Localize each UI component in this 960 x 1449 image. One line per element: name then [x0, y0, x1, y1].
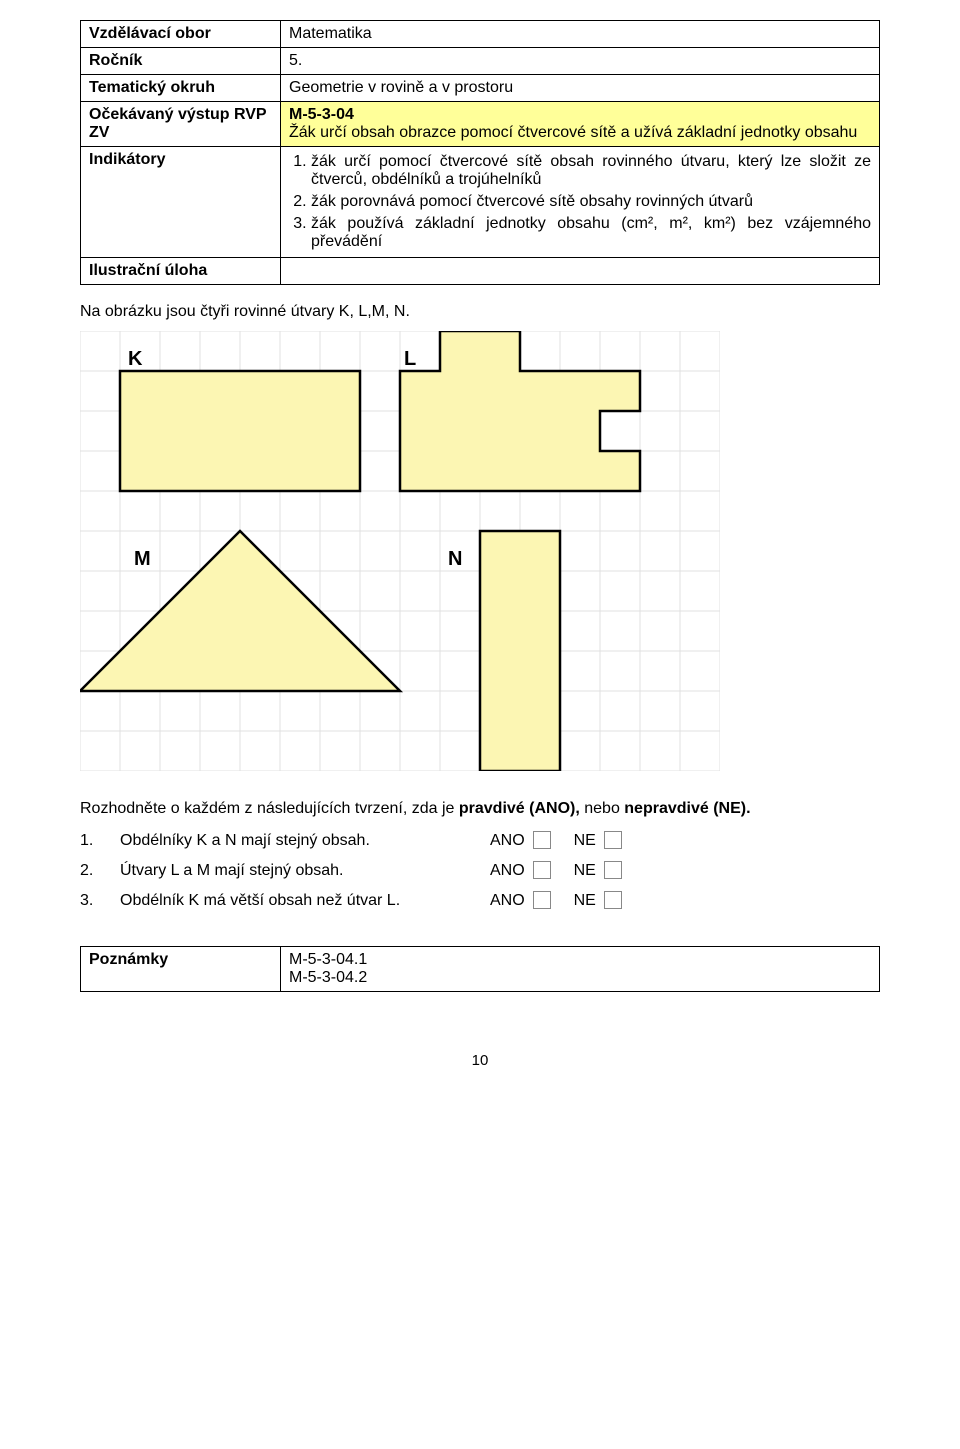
value-poznamky: M-5-3-04.1 M-5-3-04.2 [281, 947, 880, 992]
question-number: 3. [80, 892, 120, 910]
checkbox-ne[interactable] [604, 861, 622, 879]
shape-n [480, 531, 560, 771]
table-row: Ročník 5. [81, 48, 880, 75]
shape-label-k: K [128, 348, 143, 370]
shape-label-l: L [404, 348, 416, 370]
q-intro-2: nebo [580, 800, 624, 817]
shape-l [400, 331, 640, 491]
shapes-svg: K L M N [80, 331, 720, 771]
value-vzdelavaci-obor: Matematika [281, 21, 880, 48]
vystup-text: Žák určí obsah obrazce pomocí čtvercové … [289, 124, 857, 141]
shape-label-m: M [134, 548, 151, 570]
shape-k [120, 371, 360, 491]
checkbox-ano[interactable] [533, 861, 551, 879]
answer-label-ano: ANO [490, 832, 525, 850]
question-number: 1. [80, 832, 120, 850]
question-text: Útvary L a M mají stejný obsah. [120, 862, 490, 880]
question-intro: Rozhodněte o každém z následujících tvrz… [80, 800, 880, 818]
vystup-code: M-5-3-04 [289, 106, 354, 123]
answer-group: ANO NE [490, 862, 624, 880]
value-ilustracni-uloha [281, 258, 880, 285]
shapes-diagram: K L M N [80, 331, 880, 776]
question-text: Obdélníky K a N mají stejný obsah. [120, 832, 490, 850]
question-row: 2. Útvary L a M mají stejný obsah. ANO N… [80, 862, 880, 880]
label-ocekavany-vystup: Očekávaný výstup RVP ZV [81, 102, 281, 147]
indicator-item: žák používá základní jednotky obsahu (cm… [311, 213, 871, 253]
answer-label-ne: NE [574, 892, 596, 910]
question-row: 1. Obdélníky K a N mají stejný obsah. AN… [80, 832, 880, 850]
intro-text: Na obrázku jsou čtyři rovinné útvary K, … [80, 303, 880, 321]
answer-label-ano: ANO [490, 892, 525, 910]
answer-group: ANO NE [490, 892, 624, 910]
page: Vzdělávací obor Matematika Ročník 5. Tem… [0, 0, 960, 1109]
label-tematicky-okruh: Tematický okruh [81, 75, 281, 102]
checkbox-ne[interactable] [604, 831, 622, 849]
note-1: M-5-3-04.1 [289, 951, 367, 968]
q-intro-bold1: pravdivé (ANO), [459, 800, 580, 817]
value-indikatory: žák určí pomocí čtvercové sítě obsah rov… [281, 147, 880, 258]
answer-label-ano: ANO [490, 862, 525, 880]
question-block: Rozhodněte o každém z následujících tvrz… [80, 800, 880, 910]
footer-table: Poznámky M-5-3-04.1 M-5-3-04.2 [80, 946, 880, 992]
question-number: 2. [80, 862, 120, 880]
table-row: Indikátory žák určí pomocí čtvercové sít… [81, 147, 880, 258]
table-row: Poznámky M-5-3-04.1 M-5-3-04.2 [81, 947, 880, 992]
checkbox-ne[interactable] [604, 891, 622, 909]
table-row: Očekávaný výstup RVP ZV M-5-3-04 Žák urč… [81, 102, 880, 147]
indicator-list: žák určí pomocí čtvercové sítě obsah rov… [289, 151, 871, 253]
question-row: 3. Obdélník K má větší obsah než útvar L… [80, 892, 880, 910]
indicator-item: žák určí pomocí čtvercové sítě obsah rov… [311, 151, 871, 191]
checkbox-ano[interactable] [533, 891, 551, 909]
value-tematicky-okruh: Geometrie v rovině a v prostoru [281, 75, 880, 102]
table-row: Ilustrační úloha [81, 258, 880, 285]
value-ocekavany-vystup: M-5-3-04 Žák určí obsah obrazce pomocí č… [281, 102, 880, 147]
page-number: 10 [80, 1052, 880, 1069]
label-vzdelavaci-obor: Vzdělávací obor [81, 21, 281, 48]
indicator-item: žák porovnává pomocí čtvercové sítě obsa… [311, 191, 871, 213]
q-intro-bold2: nepravdivé (NE). [624, 800, 750, 817]
shape-label-n: N [448, 548, 462, 570]
q-intro-1: Rozhodněte o každém z následujících tvrz… [80, 800, 459, 817]
table-row: Vzdělávací obor Matematika [81, 21, 880, 48]
label-indikatory: Indikátory [81, 147, 281, 258]
label-ilustracni-uloha: Ilustrační úloha [81, 258, 281, 285]
label-poznamky: Poznámky [81, 947, 281, 992]
checkbox-ano[interactable] [533, 831, 551, 849]
question-text: Obdélník K má větší obsah než útvar L. [120, 892, 490, 910]
value-rocnik: 5. [281, 48, 880, 75]
answer-label-ne: NE [574, 862, 596, 880]
header-table: Vzdělávací obor Matematika Ročník 5. Tem… [80, 20, 880, 285]
label-rocnik: Ročník [81, 48, 281, 75]
answer-group: ANO NE [490, 832, 624, 850]
answer-label-ne: NE [574, 832, 596, 850]
table-row: Tematický okruh Geometrie v rovině a v p… [81, 75, 880, 102]
note-2: M-5-3-04.2 [289, 969, 367, 986]
